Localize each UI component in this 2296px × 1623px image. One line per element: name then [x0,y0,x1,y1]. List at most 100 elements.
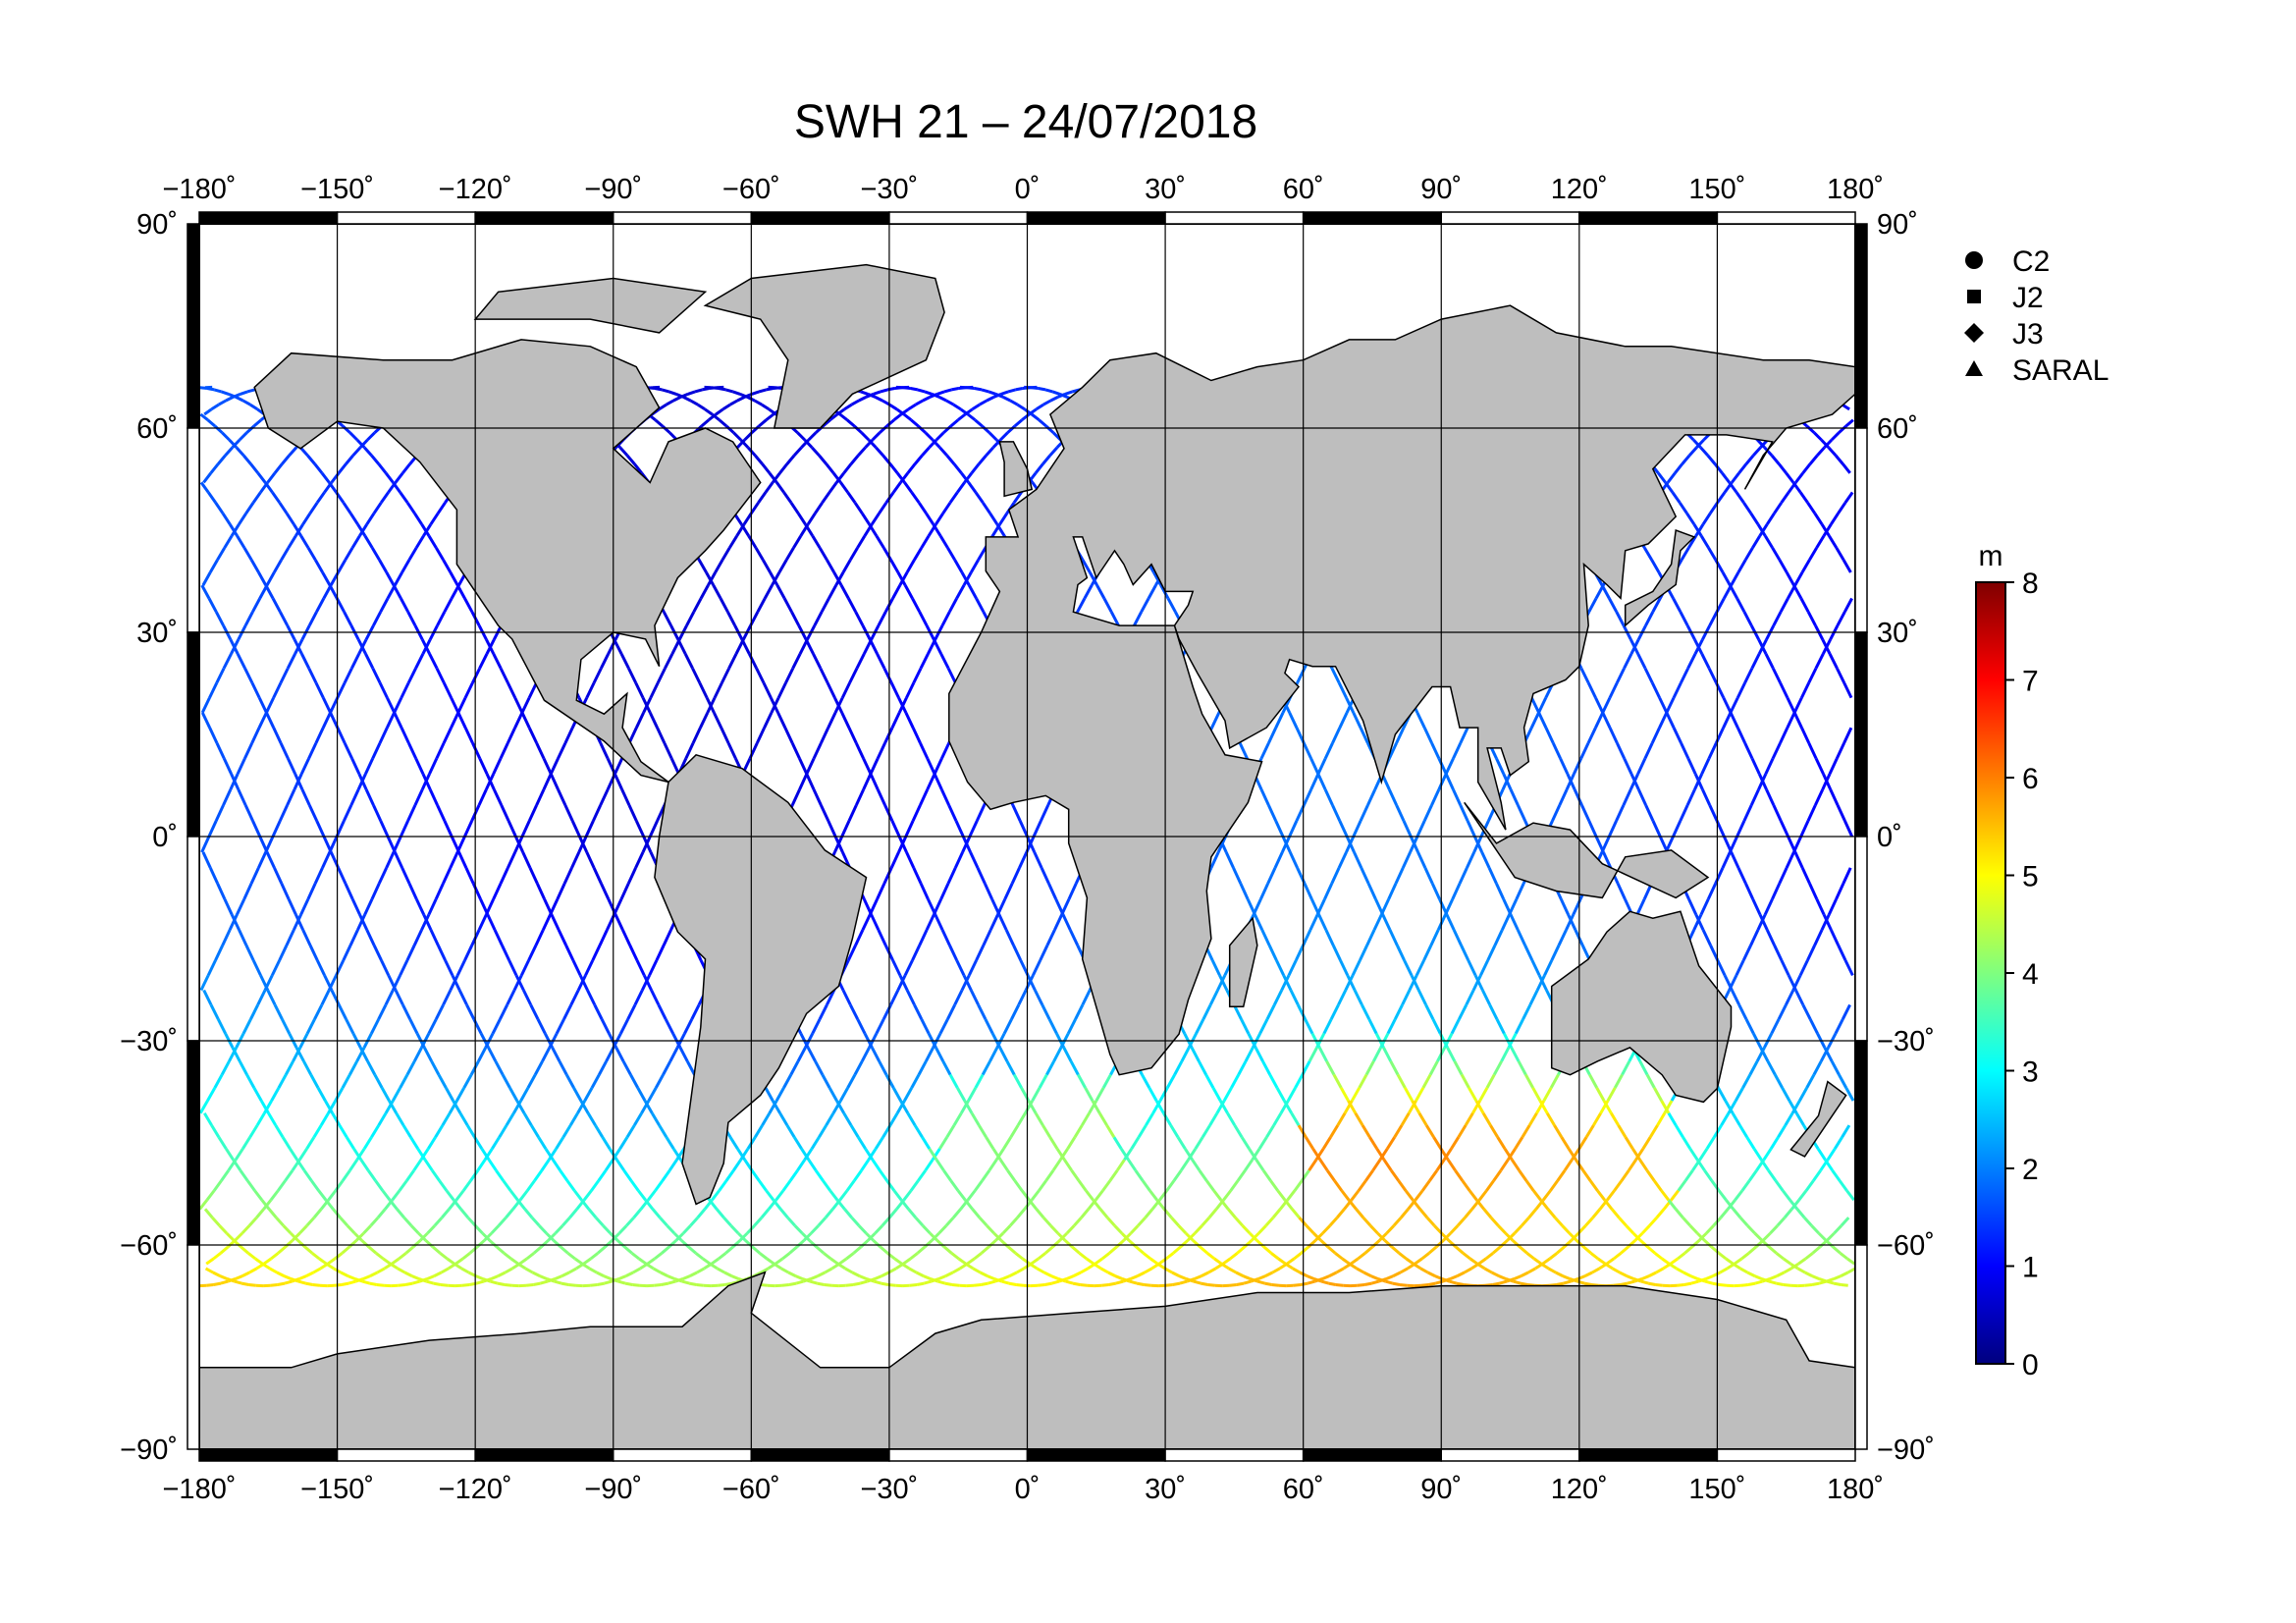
track-segment [619,653,630,670]
track-segment [428,757,439,775]
track-segment [934,512,944,525]
track-segment [1828,757,1839,775]
track-segment [925,512,935,525]
track-segment [666,1224,675,1235]
track-segment [984,1018,994,1035]
track-segment [912,867,923,885]
track-segment [1813,788,1825,806]
track-segment [1029,1262,1039,1271]
track-segment [241,1271,250,1277]
track-segment [1420,1252,1430,1261]
track-segment [1440,1231,1450,1242]
track-segment [349,788,360,806]
track-segment [199,974,210,992]
track-segment [793,1224,804,1235]
track-segment [406,667,417,684]
track-segment [845,1252,855,1261]
track-segment [422,913,433,931]
track-segment [910,387,919,392]
track-segment [1752,446,1762,457]
track-segment [276,1271,286,1277]
track-segment [790,742,801,760]
track-segment [826,681,836,699]
track-segment [890,820,901,838]
track-segment [827,712,837,729]
track-segment [230,913,240,931]
track-segment [1615,611,1626,626]
track-segment [1499,1279,1508,1285]
track-segment [238,1060,248,1076]
track-segment [726,742,737,760]
track-segment [1368,1136,1378,1150]
track-segment [1098,1208,1109,1219]
track-segment [253,1189,263,1202]
track-segment [1842,597,1853,613]
track-segment [1601,696,1612,714]
track-segment [1567,913,1577,931]
track-segment [1666,471,1677,484]
track-segment [1191,1159,1201,1171]
track-segment [501,945,511,961]
track-segment [1800,559,1811,573]
track-segment [713,712,723,729]
track-segment [404,1245,414,1255]
track-segment [977,1003,988,1020]
track-segment [411,1274,420,1280]
track-segment [782,1073,793,1089]
track-segment [1337,851,1348,869]
track-segment [647,1087,658,1102]
track-segment [1735,491,1745,504]
track-segment [1486,945,1497,961]
track-segment [380,959,391,977]
track-segment [604,1279,613,1285]
track-segment [1586,727,1597,744]
track-segment [593,1003,604,1020]
track-segment [1529,696,1541,714]
track-segment [1676,1267,1684,1274]
track-segment [1387,883,1398,900]
track-segment [1385,1274,1394,1280]
track-segment [1137,1271,1146,1277]
track-segment [1396,1073,1407,1089]
track-segment [1672,597,1682,613]
track-segment [237,788,247,806]
track-segment [405,1169,415,1182]
track-segment [1808,1018,1819,1035]
track-segment [234,1279,242,1285]
track-segment [1696,1231,1706,1242]
track-segment [1303,883,1313,900]
track-segment [301,512,312,525]
track-segment [860,431,871,442]
track-segment [1158,1087,1169,1102]
track-segment [1047,883,1058,900]
track-segment [279,611,290,626]
track-segment [350,535,361,549]
track-segment [1522,1003,1532,1020]
track-segment [305,1281,313,1286]
track-segment [1051,390,1061,396]
track-segment [1708,611,1719,626]
track-segment [838,1189,849,1202]
track-segment [540,1159,551,1171]
track-segment [378,559,389,573]
track-segment [1071,1245,1081,1255]
track-segment [342,945,352,961]
track-segment [395,1111,405,1126]
track-segment [1010,867,1021,885]
track-segment [981,1060,991,1076]
track-segment [1036,1267,1045,1274]
track-segment [873,390,881,396]
track-segment [534,929,545,947]
track-segment [1330,667,1341,684]
track-segment [445,1189,455,1202]
track-segment [1473,836,1484,853]
track-segment [1233,1124,1244,1138]
track-segment [974,387,983,392]
track-segment [1262,1245,1272,1255]
track-segment [755,727,766,744]
track-segment [261,1262,271,1271]
track-segment [825,462,835,474]
track-segment [663,742,673,760]
track-segment [1459,804,1469,822]
lon-tick-top: 60˚ [1283,174,1324,205]
